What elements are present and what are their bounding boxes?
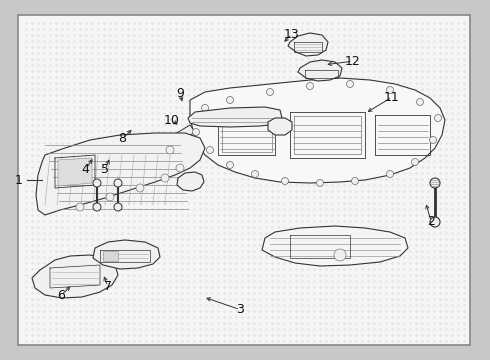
Circle shape [307, 82, 314, 90]
Circle shape [267, 89, 273, 95]
Text: 6: 6 [57, 289, 65, 302]
Circle shape [387, 86, 393, 94]
Polygon shape [188, 107, 282, 127]
Text: 10: 10 [164, 114, 179, 127]
Text: 2: 2 [427, 215, 435, 228]
Circle shape [166, 146, 174, 154]
Text: 5: 5 [101, 163, 109, 176]
Circle shape [193, 129, 199, 135]
Polygon shape [262, 226, 408, 266]
Polygon shape [36, 133, 205, 215]
Circle shape [430, 178, 440, 188]
Circle shape [176, 164, 184, 172]
Circle shape [334, 249, 346, 261]
Circle shape [114, 203, 122, 211]
Circle shape [106, 193, 114, 201]
Circle shape [412, 158, 418, 166]
Circle shape [161, 174, 169, 182]
Circle shape [430, 217, 440, 227]
Circle shape [351, 177, 359, 184]
Text: 3: 3 [236, 303, 244, 316]
Text: 8: 8 [119, 132, 126, 145]
Circle shape [136, 184, 144, 192]
Circle shape [226, 96, 234, 104]
Polygon shape [190, 78, 445, 183]
Circle shape [430, 136, 437, 144]
Text: 13: 13 [284, 28, 299, 41]
Circle shape [281, 177, 289, 184]
Circle shape [206, 147, 214, 153]
Polygon shape [165, 125, 195, 148]
Polygon shape [93, 240, 160, 269]
Circle shape [76, 203, 84, 211]
Text: 12: 12 [345, 55, 361, 68]
Polygon shape [298, 60, 342, 81]
Circle shape [435, 114, 441, 122]
Circle shape [346, 81, 353, 87]
Polygon shape [32, 255, 118, 298]
Text: 11: 11 [384, 91, 400, 104]
Circle shape [114, 179, 122, 187]
Circle shape [251, 171, 259, 177]
Polygon shape [288, 33, 328, 56]
Circle shape [387, 171, 393, 177]
Polygon shape [268, 118, 292, 135]
Circle shape [317, 180, 323, 186]
Polygon shape [58, 158, 92, 186]
Circle shape [226, 162, 234, 168]
Circle shape [93, 203, 101, 211]
Text: 9: 9 [176, 87, 184, 100]
Polygon shape [103, 251, 118, 261]
Circle shape [93, 179, 101, 187]
Circle shape [201, 104, 209, 112]
Circle shape [416, 99, 423, 105]
Polygon shape [177, 172, 204, 191]
Text: 1: 1 [15, 174, 23, 186]
Text: 4: 4 [82, 163, 90, 176]
Text: 7: 7 [104, 280, 112, 293]
